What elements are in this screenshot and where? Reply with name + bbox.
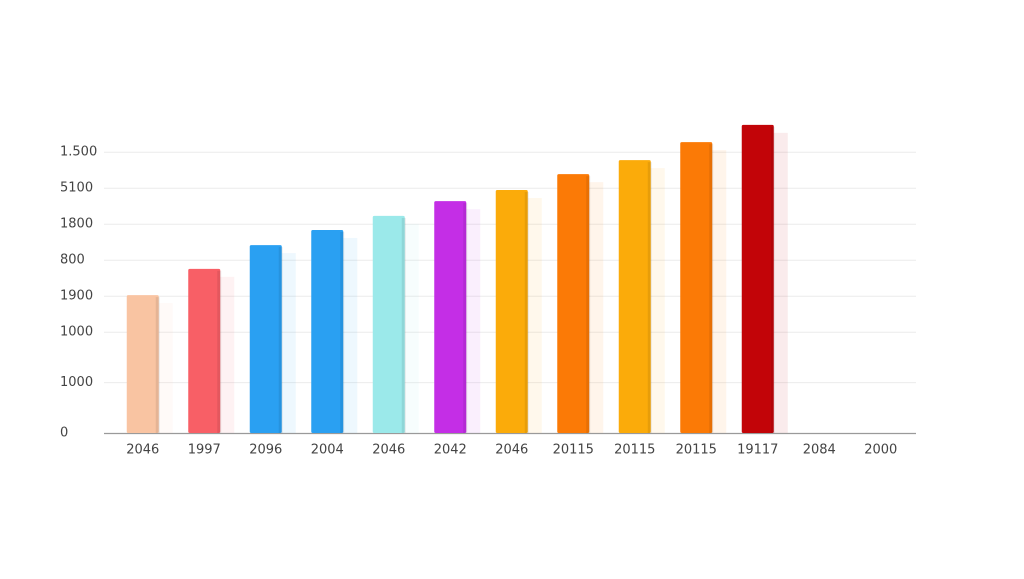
y-tick-label: 5100 xyxy=(60,181,93,196)
bar xyxy=(680,142,713,433)
y-tick-label: 1000 xyxy=(60,375,93,390)
x-tick-label: 20115 xyxy=(614,443,655,458)
x-tick-label: 2042 xyxy=(434,443,467,458)
bar-side xyxy=(463,203,468,433)
x-tick-label: 2046 xyxy=(495,443,528,458)
x-tick-label: 20115 xyxy=(553,443,594,458)
bar xyxy=(434,201,467,433)
y-tick-label: 1800 xyxy=(60,217,93,232)
bar-side xyxy=(709,144,714,433)
bar xyxy=(126,295,159,433)
bar xyxy=(618,160,651,433)
bar xyxy=(495,190,528,433)
x-tick-label: 2004 xyxy=(311,443,344,458)
bar-side xyxy=(278,247,283,433)
bar xyxy=(557,174,590,433)
bar-side xyxy=(770,126,775,433)
bar-side xyxy=(401,217,406,433)
x-tick-label: 19117 xyxy=(737,443,778,458)
x-tick-label: 2096 xyxy=(249,443,282,458)
bar-side xyxy=(340,231,345,433)
bar-side xyxy=(155,297,160,433)
bar-side xyxy=(647,162,652,433)
bar xyxy=(741,124,774,433)
x-tick-label: 2084 xyxy=(803,443,836,458)
bar xyxy=(188,268,221,433)
y-tick-label: 1000 xyxy=(60,325,93,340)
x-tick-label: 2046 xyxy=(372,443,405,458)
y-tick-label: 1.500 xyxy=(60,145,97,160)
bar xyxy=(372,215,405,433)
bar-side xyxy=(217,270,222,433)
bar xyxy=(311,229,344,433)
y-tick-label: 800 xyxy=(60,253,85,268)
x-tick-label: 20115 xyxy=(676,443,717,458)
bar-side xyxy=(586,176,591,433)
bar-side xyxy=(524,192,529,433)
x-tick-label: 1997 xyxy=(188,443,221,458)
y-tick-label: 0 xyxy=(60,426,68,441)
x-tick-label: 2046 xyxy=(126,443,159,458)
y-tick-label: 1900 xyxy=(60,289,93,304)
x-tick-label: 2000 xyxy=(864,443,897,458)
bar xyxy=(249,245,282,433)
